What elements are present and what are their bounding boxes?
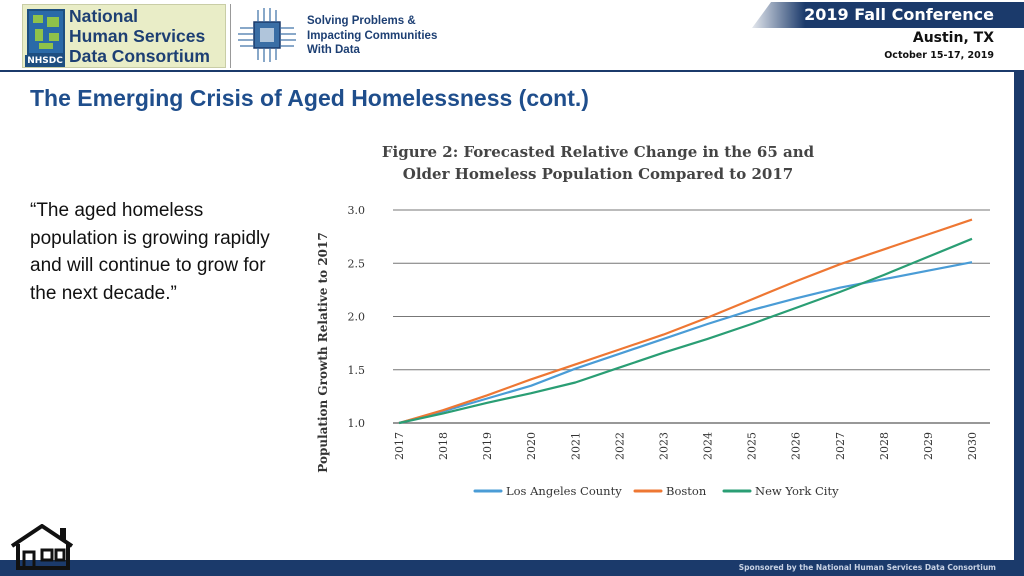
y-tick-label: 1.5: [348, 364, 366, 377]
series-line: [398, 237, 973, 425]
legend-label: Boston: [666, 484, 707, 498]
x-tick-label: 2022: [613, 432, 626, 460]
chart-panel: Figure 2: Forecasted Relative Change in …: [306, 138, 1006, 516]
y-tick-label: 2.0: [348, 311, 366, 324]
x-tick-label: 2020: [525, 432, 538, 460]
nhsdc-logo[interactable]: NHSDC National Human Services Data Conso…: [22, 4, 226, 68]
conference-city: Austin, TX: [912, 30, 994, 46]
y-tick-label: 3.0: [348, 204, 366, 217]
logo-badge: NHSDC: [25, 55, 65, 67]
footer-bar: [0, 560, 1024, 576]
x-tick-label: 2017: [393, 432, 406, 460]
us-map-icon: [27, 9, 65, 55]
x-tick-label: 2029: [922, 432, 935, 460]
logo-text: National Human Services Data Consortium: [69, 6, 210, 66]
x-tick-label: 2018: [437, 432, 450, 460]
banner-fade: [745, 2, 805, 28]
chart-title-line: Figure 2: Forecasted Relative Change in …: [382, 143, 815, 161]
footer-sponsor: Sponsored by the National Human Services…: [738, 563, 996, 572]
x-tick-label: 2024: [702, 432, 715, 460]
x-tick-label: 2028: [878, 432, 891, 460]
quote-text: “The aged homeless population is growing…: [30, 200, 270, 304]
logo-line-2: Human Services: [69, 26, 206, 46]
tagline-line-1: Solving Problems &: [307, 15, 416, 27]
right-frame: [1014, 72, 1024, 560]
x-tick-label: 2023: [657, 432, 670, 460]
page-title: The Emerging Crisis of Aged Homelessness…: [30, 85, 589, 111]
y-axis-label: Population Growth Relative to 2017: [316, 232, 330, 472]
circuit-chip-icon: [238, 8, 296, 62]
x-tick-label: 2030: [966, 432, 979, 460]
conference-title: 2019 Fall Conference: [804, 5, 994, 24]
x-tick-label: 2021: [569, 432, 582, 460]
legend-label: New York City: [755, 484, 839, 498]
home-icon[interactable]: [8, 524, 80, 570]
line-chart: Figure 2: Forecasted Relative Change in …: [316, 143, 990, 498]
logo-line-1: National: [69, 6, 139, 26]
series-line: [398, 218, 973, 425]
header-divider: [230, 4, 231, 68]
series-line: [398, 261, 973, 425]
logo-line-3: Data Consortium: [69, 46, 210, 66]
y-tick-label: 2.5: [348, 257, 366, 270]
tagline-line-2: Impacting Communities: [307, 29, 438, 42]
header: NHSDC National Human Services Data Conso…: [0, 0, 1024, 72]
x-tick-label: 2026: [790, 432, 803, 460]
tagline: Solving Problems & Impacting Communities…: [307, 14, 437, 58]
chart-title-line: Older Homeless Population Compared to 20…: [403, 165, 793, 183]
y-tick-label: 1.0: [348, 417, 366, 430]
x-tick-label: 2025: [746, 432, 759, 460]
conference-dates: October 15-17, 2019: [884, 50, 994, 61]
x-tick-label: 2019: [481, 432, 494, 460]
legend-label: Los Angeles County: [506, 484, 622, 498]
header-rule: [0, 70, 1024, 72]
x-tick-label: 2027: [834, 432, 847, 460]
tagline-line-3: With Data: [307, 44, 360, 56]
